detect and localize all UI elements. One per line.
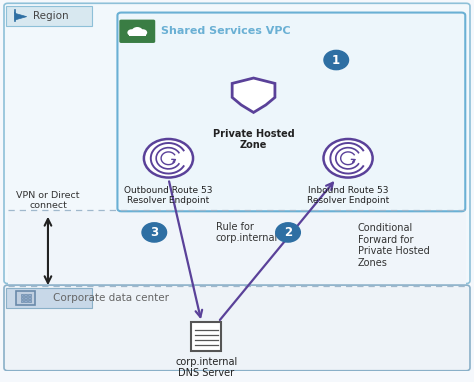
FancyBboxPatch shape bbox=[6, 288, 92, 308]
FancyBboxPatch shape bbox=[4, 285, 470, 371]
FancyBboxPatch shape bbox=[24, 300, 27, 302]
FancyBboxPatch shape bbox=[191, 322, 221, 351]
FancyBboxPatch shape bbox=[28, 297, 31, 299]
Polygon shape bbox=[15, 12, 27, 20]
FancyBboxPatch shape bbox=[8, 210, 466, 286]
Text: Outbound Route 53
Resolver Endpoint: Outbound Route 53 Resolver Endpoint bbox=[124, 186, 213, 206]
FancyBboxPatch shape bbox=[24, 297, 27, 299]
Text: VPN or Direct
connect: VPN or Direct connect bbox=[16, 191, 80, 210]
Polygon shape bbox=[232, 78, 275, 112]
FancyBboxPatch shape bbox=[28, 294, 31, 296]
Circle shape bbox=[276, 223, 301, 242]
FancyBboxPatch shape bbox=[119, 19, 155, 43]
Circle shape bbox=[142, 223, 166, 242]
Circle shape bbox=[144, 139, 193, 178]
Text: Rule for
corp.internal: Rule for corp.internal bbox=[216, 222, 278, 243]
FancyBboxPatch shape bbox=[118, 13, 465, 211]
FancyBboxPatch shape bbox=[129, 31, 146, 36]
Text: Corporate data center: Corporate data center bbox=[53, 293, 169, 303]
Text: 3: 3 bbox=[150, 226, 158, 239]
FancyBboxPatch shape bbox=[24, 294, 27, 296]
Text: 1: 1 bbox=[332, 53, 340, 66]
FancyBboxPatch shape bbox=[6, 6, 92, 26]
Text: corp.internal
DNS Server: corp.internal DNS Server bbox=[175, 357, 237, 378]
FancyBboxPatch shape bbox=[20, 300, 23, 302]
Text: 2: 2 bbox=[284, 226, 292, 239]
FancyBboxPatch shape bbox=[20, 297, 23, 299]
FancyBboxPatch shape bbox=[4, 3, 470, 283]
Text: Conditional
Forward for
Private Hosted
Zones: Conditional Forward for Private Hosted Z… bbox=[357, 223, 429, 268]
Text: Private Hosted
Zone: Private Hosted Zone bbox=[213, 129, 294, 150]
Text: Shared Services VPC: Shared Services VPC bbox=[161, 26, 291, 36]
Text: Region: Region bbox=[33, 11, 68, 21]
Circle shape bbox=[128, 29, 136, 36]
Circle shape bbox=[323, 139, 373, 178]
FancyBboxPatch shape bbox=[20, 294, 23, 296]
Circle shape bbox=[139, 29, 147, 36]
FancyBboxPatch shape bbox=[16, 291, 35, 306]
Text: Inbound Route 53
Resolver Endpoint: Inbound Route 53 Resolver Endpoint bbox=[307, 186, 389, 206]
FancyBboxPatch shape bbox=[28, 300, 31, 302]
Circle shape bbox=[324, 50, 348, 70]
Circle shape bbox=[132, 27, 143, 36]
